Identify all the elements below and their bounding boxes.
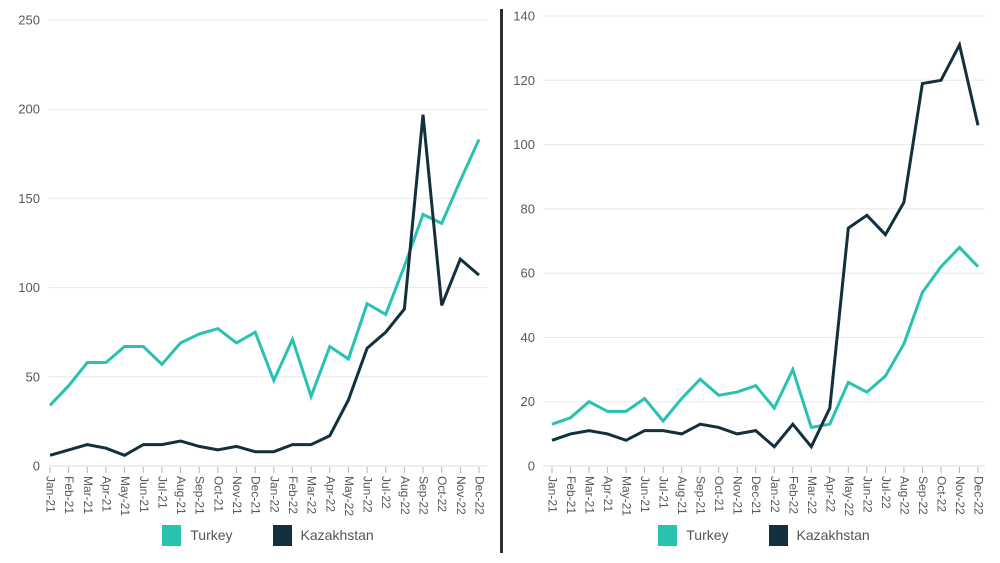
y-tick-label: 40 [521,330,535,345]
gridlines [49,19,487,467]
legend-left: Turkey Kazakhstan [49,525,487,546]
y-axis-labels: 0 50 100 150 200 250 [18,13,40,474]
legend-item-kazakhstan: Kazakhstan [272,525,374,546]
turkey-swatch [658,525,678,546]
x-tick-label: Apr-21 [601,476,615,512]
x-tick-label: Jul-21 [657,476,671,509]
x-tick-label: Feb-21 [62,476,76,514]
y-tick-label: 100 [18,280,40,295]
x-tick-label: Feb-21 [564,476,578,514]
x-tick-label: Aug-22 [398,476,412,515]
x-tick-label: Dec-21 [249,476,263,515]
gridlines [543,15,985,467]
x-tick-label: Oct-21 [211,476,225,512]
x-tick-label: Jul-22 [879,476,893,509]
x-axis-ticks [551,467,979,473]
y-tick-label: 250 [18,13,40,28]
legend-item-kazakhstan: Kazakhstan [768,525,870,546]
x-tick-label: Oct-22 [435,476,449,512]
x-tick-label: Jun-22 [860,476,874,513]
turkey-legend-label: Turkey [686,527,729,543]
y-tick-label: 60 [521,266,535,281]
x-tick-label: May-21 [620,476,634,516]
turkey-line [48,138,481,407]
x-tick-label: Sep-22 [417,476,431,515]
x-tick-label: Jun-21 [137,476,151,513]
x-tick-label: Jul-22 [379,476,393,509]
kazakhstan-swatch [272,525,292,546]
legend-item-turkey: Turkey [658,525,729,546]
x-tick-label: Nov-22 [953,476,967,515]
y-tick-label: 80 [521,201,535,216]
chart-right: 0 20 40 60 80 100 120 140 Jan-21 Feb-21 Mar-21 Apr-… [513,9,985,517]
x-tick-label: Mar-22 [305,476,319,514]
y-tick-label: 20 [521,394,535,409]
x-tick-label: May-21 [118,476,132,516]
x-tick-label: Aug-21 [174,476,188,515]
x-tick-label: Apr-21 [99,476,113,512]
x-tick-label: Jun-21 [638,476,652,513]
y-tick-label: 0 [528,459,535,474]
y-tick-label: 140 [513,9,535,24]
x-tick-label: Aug-21 [675,476,689,515]
y-tick-label: 200 [18,102,40,117]
x-tick-label: Sep-22 [916,476,930,515]
y-tick-label: 100 [513,137,535,152]
x-tick-label: Mar-21 [81,476,95,514]
y-tick-label: 0 [33,459,40,474]
y-axis-labels: 0 20 40 60 80 100 120 140 [513,9,535,474]
legend-item-turkey: Turkey [162,525,233,546]
x-tick-label: Jan-21 [546,476,560,513]
x-tick-label: Nov-21 [731,476,745,515]
y-tick-label: 150 [18,191,40,206]
x-tick-label: Dec-21 [749,476,763,515]
x-tick-label: Nov-21 [230,476,244,515]
kazakhstan-swatch [768,525,788,546]
legend-right: Turkey Kazakhstan [543,525,985,546]
y-tick-label: 50 [26,369,40,384]
x-tick-label: Jan-21 [44,476,58,513]
x-tick-label: May-22 [842,476,856,516]
x-tick-label: Dec-22 [972,476,986,515]
x-tick-label: Nov-22 [454,476,468,515]
kazakhstan-line [551,40,980,450]
x-tick-label: Jan-22 [267,476,281,513]
kazakhstan-legend-label: Kazakhstan [796,527,870,543]
kazakhstan-line [49,114,480,457]
x-tick-label: May-22 [342,476,356,516]
y-tick-label: 120 [513,73,535,88]
turkey-legend-label: Turkey [190,527,233,543]
x-tick-label: Oct-22 [934,476,948,512]
turkey-line [551,245,980,430]
x-tick-label: Jul-21 [155,476,169,509]
x-tick-label: Feb-22 [786,476,800,514]
x-tick-label: Jan-22 [768,476,782,513]
x-tick-label: Aug-22 [897,476,911,515]
turkey-swatch [162,525,182,546]
x-tick-label: Apr-22 [823,476,837,512]
x-axis-ticks [49,467,480,473]
x-tick-label: Mar-22 [805,476,819,514]
x-tick-label: Oct-21 [712,476,726,512]
chart-left: 0 50 100 150 200 250 Jan-21 Feb-21 Mar-21 Apr-21 M… [18,13,487,516]
x-tick-label: Sep-21 [193,476,207,515]
kazakhstan-legend-label: Kazakhstan [300,527,374,543]
x-axis-labels: Jan-21 Feb-21 Mar-21 Apr-21 May-21 Jun-21 Jul-… [546,476,986,516]
chart-divider [500,9,503,553]
x-tick-label: Sep-21 [694,476,708,515]
x-tick-label: Jun-22 [361,476,375,513]
x-tick-label: Apr-22 [323,476,337,512]
x-tick-label: Mar-21 [583,476,597,514]
x-tick-label: Feb-22 [286,476,300,514]
x-axis-labels: Jan-21 Feb-21 Mar-21 Apr-21 May-21 Jun-21 Jul-… [44,476,487,516]
x-tick-label: Dec-22 [473,476,487,515]
